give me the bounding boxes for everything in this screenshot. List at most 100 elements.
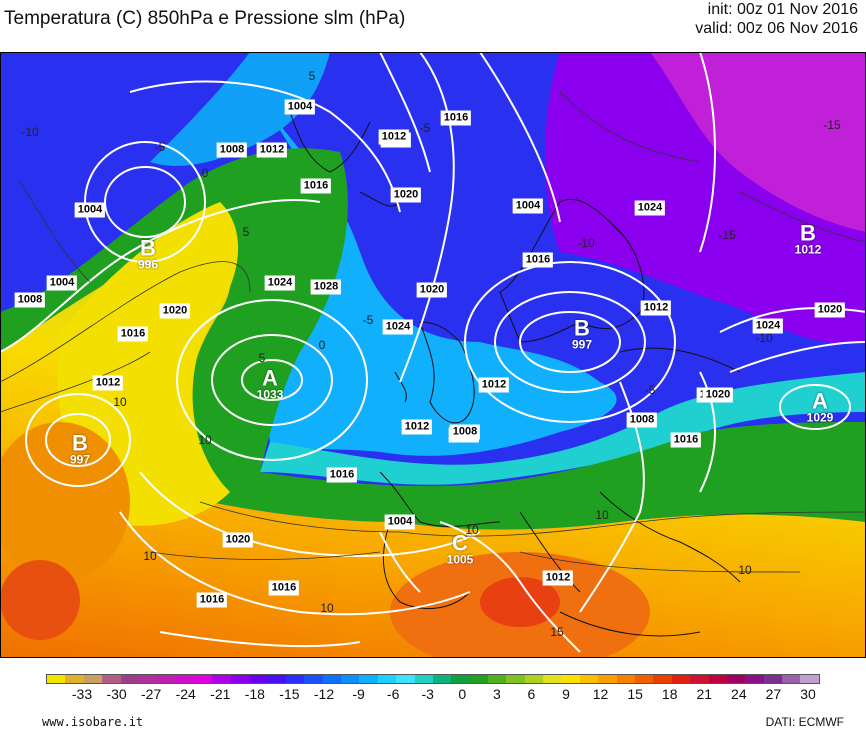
colorbar-swatch [102, 675, 121, 683]
isobar-label: 1020 [702, 387, 734, 403]
colorbar-tick-label: 9 [562, 686, 570, 702]
isobar-label: 1004 [46, 275, 78, 291]
colorbar-tick-label: 21 [696, 686, 713, 702]
magenta-core [650, 52, 866, 232]
isotherm-label: 10 [465, 523, 479, 537]
colorbar-swatch [304, 675, 323, 683]
isotherm-label: 10 [738, 563, 752, 577]
colorbar-tick-label: -15 [279, 686, 300, 702]
colorbar-swatch [341, 675, 360, 683]
colorbar-swatch [249, 675, 268, 683]
isobar-label: 1008 [216, 142, 248, 158]
warm-field [0, 242, 866, 658]
colorbar-swatch [451, 675, 470, 683]
isobar-label: 1012 [542, 570, 574, 586]
colorbar-swatch [800, 675, 819, 683]
colorbar-swatch [120, 675, 139, 683]
colorbar-tick-label: -27 [141, 686, 162, 702]
colorbar-tick-label: 15 [627, 686, 643, 702]
isobar-label: 1016 [268, 580, 300, 596]
colorbar-swatch [579, 675, 599, 683]
isobar-label: 1016 [196, 592, 228, 608]
colorbar-swatch [598, 675, 617, 683]
north-cyan [150, 52, 330, 166]
coastlines [289, 111, 741, 637]
colorbar-tick-label: 27 [765, 686, 782, 702]
colorbar-swatch [671, 675, 691, 683]
isobar-label: 1020 [416, 282, 448, 298]
low-pressure-center: B 1012 [794, 220, 822, 257]
colorbar-swatch [230, 675, 250, 683]
isobar-label: 1024 [382, 319, 414, 335]
isobar-label: 1016 [117, 326, 149, 342]
colorbar-swatch [506, 675, 525, 683]
colorbar-swatch [194, 675, 213, 683]
high-pressure-center: A 1033 [256, 365, 284, 402]
isobar-label: 1012 [256, 142, 288, 158]
isotherm-label: 5 [258, 351, 266, 365]
colorbar-swatch [653, 675, 672, 683]
colorbar-swatch [745, 675, 764, 683]
colorbar-tick-label: -18 [244, 686, 265, 702]
isotherms [0, 91, 866, 573]
colorbar-tick-label: -3 [421, 686, 434, 702]
isotherm-label: -10 [755, 331, 773, 345]
colorbar-tick-label: 18 [661, 686, 678, 702]
low-pressure-center: B 997 [69, 430, 91, 467]
init-time: init: 00z 01 Nov 2016 [707, 1, 858, 18]
colorbar-swatch [65, 675, 84, 683]
isotherm-label: -15 [718, 228, 736, 242]
isobar-label: 1020 [159, 303, 191, 319]
colorbar-swatch [690, 675, 709, 683]
colorbar-swatch [396, 675, 415, 683]
colorbar-tick-label: -21 [210, 686, 231, 702]
colorbar-tick-label: 30 [800, 686, 816, 702]
isobar-label: 1008 [449, 424, 481, 440]
isobar-label: 1020 [390, 187, 422, 203]
hot-spot-west-core [0, 560, 80, 640]
isotherm-label: 5 [242, 225, 250, 239]
colorbar-swatch [782, 675, 801, 683]
isotherm-label: -5 [419, 121, 431, 135]
map-title: Temperatura (C) 850hPa e Pressione slm (… [4, 8, 406, 29]
hot-spot-africa-core [480, 577, 560, 627]
colorbar-swatch [561, 675, 580, 683]
colorbar-swatch [543, 675, 562, 683]
colorbar-swatch [414, 675, 433, 683]
colorbar-tick-label: 12 [592, 686, 609, 702]
run-info: init: 00z 01 Nov 2016 valid: 00z 06 Nov … [695, 0, 858, 38]
isobar-label: 1012 [640, 300, 672, 316]
colorbar-swatch [469, 675, 488, 683]
colorbar-swatch [47, 675, 66, 683]
valid-time: valid: 00z 06 Nov 2016 [695, 20, 858, 37]
website-credit: www.isobare.it [42, 715, 144, 729]
isobar-label: 1012 [378, 129, 410, 145]
isotherm-label: 10 [143, 549, 157, 563]
isobar-label: 1028 [310, 279, 342, 295]
isotherm-label: 10 [113, 395, 127, 409]
colorbar-swatch [138, 675, 158, 683]
isobars [0, 52, 866, 653]
isotherm-label: -5 [362, 313, 374, 327]
isotherm-label: -15 [823, 118, 841, 132]
isobar-label: 1004 [74, 202, 106, 218]
isotherm-label: 0 [201, 166, 209, 180]
colorbar-swatch [616, 675, 635, 683]
isobar-label: 1012 [401, 419, 433, 435]
isobar-label: 1024 [634, 200, 666, 216]
colorbar-swatch [726, 675, 746, 683]
colorbar-swatch [708, 675, 727, 683]
low-pressure-center: B 997 [571, 315, 593, 352]
colorbar-swatch [763, 675, 782, 683]
isotherm-label: 10 [595, 508, 609, 522]
colorbar-tick-label: 6 [527, 686, 536, 702]
isobar-label: 1008 [14, 292, 46, 308]
colorbar-swatch [488, 675, 507, 683]
isobar-label: 1016 [326, 467, 358, 483]
high-pressure-center: A 1029 [806, 388, 834, 425]
lightblue-region [268, 112, 617, 456]
colorbar-swatch [83, 675, 103, 683]
colorbar-swatch [322, 675, 341, 683]
low-pressure-center: C 1005 [446, 530, 474, 567]
isobar-label: 1004 [512, 198, 544, 214]
